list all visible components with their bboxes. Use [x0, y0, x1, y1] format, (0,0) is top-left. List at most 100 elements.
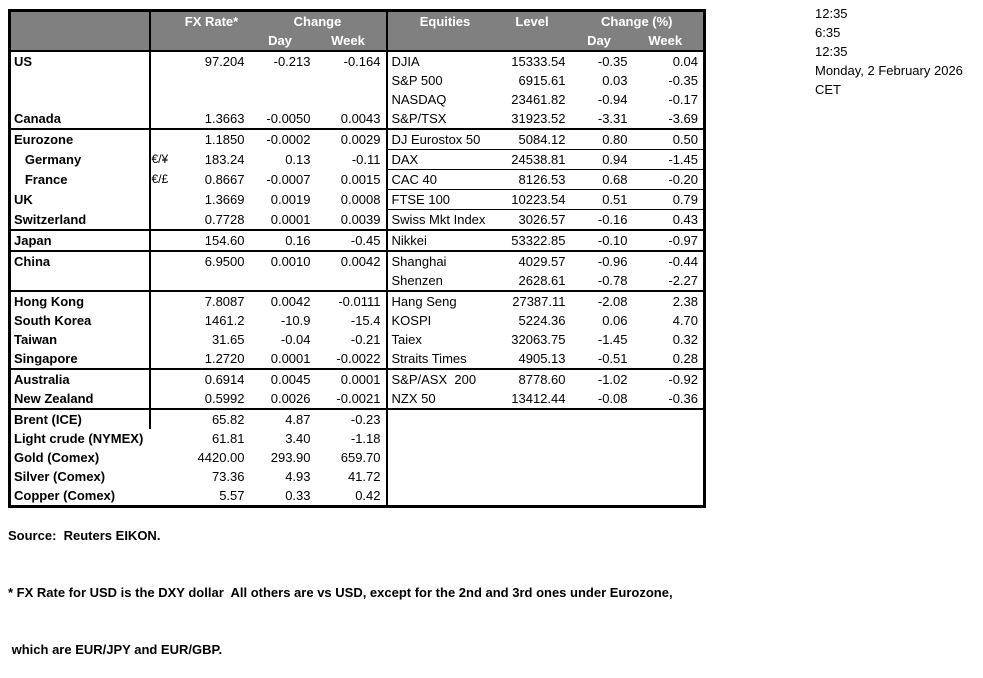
- currency-pair-label: [150, 71, 174, 90]
- equity-name: S&P/TSX: [391, 111, 447, 126]
- fx-day-change: 0.0001: [270, 351, 311, 366]
- eq-day-header: Day: [570, 31, 633, 52]
- equity-week-change: -1.45: [632, 149, 705, 170]
- footnote-line-2: which are EUR/JPY and EUR/GBP.: [8, 642, 223, 657]
- equity-level: 4905.13: [518, 351, 566, 366]
- equity-day-change: 0.06: [602, 313, 628, 328]
- table-row: Gold (Comex) 4420.00 293.90 659.70: [10, 448, 705, 467]
- row-label: Switzerland: [9, 209, 151, 230]
- fx-week-change: -0.0022: [315, 349, 388, 369]
- equity-name: Hang Seng: [386, 290, 499, 311]
- timestamp-line: 12:35: [815, 6, 848, 21]
- equity-week-change: 2.38: [632, 290, 705, 311]
- currency-pair-label: [149, 368, 174, 389]
- row-label: Brent (ICE): [9, 408, 151, 429]
- equity-level: 32063.75: [511, 332, 566, 347]
- equity-name: S&P/ASX 200: [386, 368, 499, 389]
- currency-pair-label: [150, 311, 174, 330]
- header-row-2: Day Week Day Week: [9, 31, 705, 52]
- fx-change-header: Change: [249, 10, 388, 31]
- equity-level: 2628.61: [518, 273, 566, 288]
- equity-level: 27387.11: [498, 290, 571, 311]
- fx-day-change: 0.0019: [270, 192, 311, 207]
- fx-week-change: -0.21: [315, 330, 388, 349]
- equity-day-change: 0.94: [570, 149, 633, 170]
- fx-week-change: -0.164: [315, 51, 388, 71]
- table-row: Taiwan 31.65 -0.04 -0.21 Taiex 32063.75 -1.45 0…: [9, 330, 705, 349]
- row-label: US: [9, 51, 151, 71]
- equity-name: Swiss Mkt Index: [386, 209, 499, 230]
- fx-day-change: [250, 271, 316, 291]
- equity-day-change: 0.03: [602, 73, 628, 88]
- fx-rate-value: 31.65: [211, 332, 245, 347]
- fx-day-change: 0.0010: [249, 250, 316, 271]
- fx-day-change: 0.13: [285, 152, 311, 167]
- table-row: S&P 500 6915.61 0.03 -0.35: [9, 71, 705, 90]
- fx-day-change: -0.0050: [266, 111, 311, 126]
- fx-week-change: -0.23: [315, 408, 388, 429]
- fx-week-change: -1.18: [315, 429, 388, 448]
- equity-name: S&P 500: [391, 73, 443, 88]
- fx-day-change: 0.0001: [270, 211, 311, 227]
- fx-week-header: Week: [315, 31, 388, 52]
- table-row: Brent (ICE) 65.82 4.87 -0.23: [9, 408, 705, 429]
- fx-week-change: 0.0008: [315, 189, 388, 210]
- row-label: Copper (Comex): [14, 488, 116, 503]
- currency-pair-label: [150, 51, 174, 71]
- equities-header: Equities: [386, 10, 499, 31]
- equity-week-change: -0.92: [632, 368, 705, 389]
- fx-rate-value: 5.57: [219, 488, 245, 503]
- fx-rate-value: [174, 90, 250, 109]
- table-row: Australia 0.6914 0.0045 0.0001 S&P/ASX 200 87…: [9, 368, 705, 389]
- table-row: Japan 154.60 0.16 -0.45 Nikkei 53322.85 -0.10-…: [9, 229, 705, 251]
- table-row: Hong Kong 7.8087 0.0042 -0.0111 Hang Seng 273…: [9, 290, 705, 311]
- row-label: New Zealand: [9, 389, 151, 409]
- equity-week-change: -0.17: [668, 92, 698, 107]
- currency-pair-label: [150, 389, 174, 409]
- fx-week-change: 0.0001: [315, 368, 388, 389]
- fx-rate-value: 154.60: [173, 229, 250, 251]
- currency-pair-label: [150, 210, 174, 231]
- currency-pair-label: [150, 349, 174, 369]
- row-label: Gold (Comex): [14, 450, 100, 465]
- fx-day-change: -0.213: [273, 54, 311, 69]
- fx-day-change: 0.16: [249, 229, 316, 251]
- fx-rate-value: 97.204: [204, 54, 245, 69]
- fx-rate-value: 1.1850: [173, 128, 250, 150]
- equity-level: 10223.54: [498, 189, 571, 210]
- timestamp-line: 12:35: [815, 44, 848, 59]
- fx-rate-value: 65.82: [173, 408, 250, 429]
- currency-pair-label: [150, 330, 174, 349]
- fx-rate-value: 1.3663: [204, 111, 245, 126]
- equity-week-change: 0.32: [672, 332, 698, 347]
- fx-week-change: 659.70: [315, 448, 388, 467]
- currency-pair-label: [149, 290, 174, 311]
- equity-level: 8778.60: [498, 368, 571, 389]
- table-row: Copper (Comex) 5.57 0.33 0.42: [10, 486, 705, 507]
- fx-day-change: 4.93: [285, 469, 311, 484]
- currency-pair-label: [150, 467, 174, 486]
- currency-pair-header: [149, 10, 174, 31]
- fx-week-change: 41.72: [315, 467, 388, 486]
- row-label: UK: [9, 189, 151, 210]
- fx-rate-value: 61.81: [211, 431, 245, 446]
- fx-day-change: 0.0045: [249, 368, 316, 389]
- equity-week-change: 0.79: [632, 189, 705, 210]
- fx-week-change: 0.0015: [315, 169, 388, 190]
- timestamp-line: 6:35: [815, 25, 841, 40]
- market-data-table: FX Rate* Change Equities Level Change (%…: [8, 9, 706, 508]
- equity-day-change: -0.16: [570, 209, 633, 230]
- fx-day-change: 4.87: [249, 408, 316, 429]
- equity-level: 31923.52: [511, 111, 566, 126]
- fx-rate-value: [174, 71, 250, 90]
- equity-name: FTSE 100: [386, 189, 499, 210]
- fx-day-change: 3.40: [285, 431, 311, 446]
- equity-level: 8126.53: [498, 169, 571, 190]
- currency-pair-label: [149, 250, 174, 271]
- equity-level: 23461.82: [511, 92, 566, 107]
- equity-week-change: 0.43: [632, 209, 705, 230]
- source-note: Source: Reuters EIKON.: [8, 528, 161, 543]
- fx-rate-value: 0.5992: [204, 391, 245, 406]
- fx-day-change: 0.0026: [270, 391, 311, 406]
- row-label: Australia: [9, 368, 151, 389]
